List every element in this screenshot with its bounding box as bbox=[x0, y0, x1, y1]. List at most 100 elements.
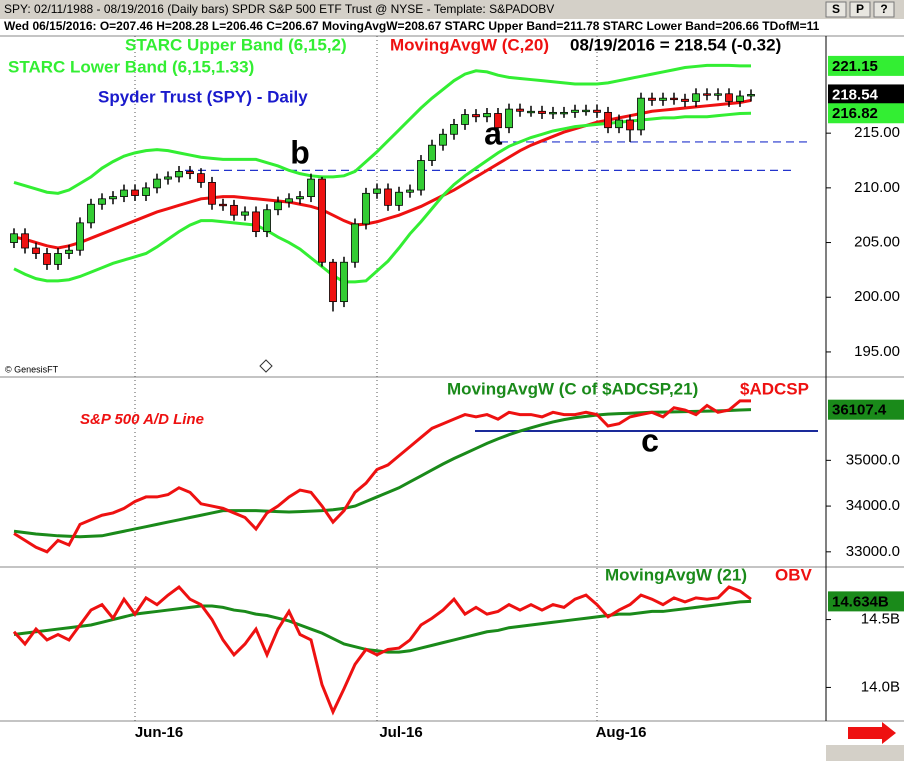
legend-entry: OBV bbox=[775, 565, 813, 584]
info-line: Wed 06/15/2016: O=207.46 H=208.28 L=206.… bbox=[4, 19, 820, 33]
candle-body bbox=[76, 222, 84, 251]
y-tick-label: 14.0B bbox=[861, 678, 900, 695]
candle-body bbox=[208, 181, 216, 205]
candle-body bbox=[296, 196, 304, 200]
candle-body bbox=[527, 110, 535, 114]
candle-body bbox=[65, 249, 73, 254]
y-tick-label: 210.00 bbox=[854, 179, 900, 196]
candle-body bbox=[395, 191, 403, 206]
series-line bbox=[13, 599, 752, 654]
candle-body bbox=[703, 93, 711, 96]
y-tick-label: 195.00 bbox=[854, 343, 900, 360]
candle-body bbox=[637, 97, 645, 131]
candle-body bbox=[593, 109, 601, 113]
candle-body bbox=[670, 97, 678, 101]
candle-body bbox=[164, 176, 172, 180]
end-label: 216.82 bbox=[832, 105, 878, 122]
top-line: SPY: 02/11/1988 - 08/19/2016 (Daily bars… bbox=[4, 2, 554, 16]
chart-title: S&P 500 A/D Line bbox=[80, 411, 204, 428]
candle-body bbox=[186, 171, 194, 175]
candle-body bbox=[681, 98, 689, 102]
candle-body bbox=[483, 113, 491, 118]
series-line bbox=[13, 399, 751, 554]
candle-body bbox=[626, 119, 634, 131]
y-tick-label: 215.00 bbox=[854, 124, 900, 141]
candle-body bbox=[109, 196, 117, 200]
candle-body bbox=[406, 189, 414, 193]
button-label: S bbox=[832, 2, 840, 16]
band-line bbox=[13, 63, 751, 195]
candle-body bbox=[10, 233, 18, 243]
candle-body bbox=[417, 160, 425, 191]
y-tick-label: 35000.0 bbox=[846, 451, 900, 468]
legend-entry: MovingAvgW (21) bbox=[605, 565, 747, 584]
end-label: 218.54 bbox=[832, 86, 879, 103]
legend-entry: STARC Lower Band (6,15,1.33) bbox=[8, 57, 254, 76]
series-line bbox=[13, 408, 752, 539]
candle-body bbox=[373, 188, 381, 194]
candle-body bbox=[494, 113, 502, 129]
band-line bbox=[13, 98, 752, 250]
y-tick-label: 33000.0 bbox=[846, 543, 900, 560]
candle-body bbox=[252, 211, 260, 233]
candle-body bbox=[648, 97, 656, 101]
candle-body bbox=[219, 203, 227, 207]
scroll-arrow[interactable] bbox=[848, 722, 896, 744]
button-label: P bbox=[856, 2, 864, 16]
candle-body bbox=[450, 124, 458, 135]
candle-body bbox=[362, 192, 370, 225]
candle-body bbox=[560, 111, 568, 115]
candle-body bbox=[549, 111, 557, 115]
end-label-box bbox=[828, 55, 904, 76]
y-tick-label: 200.00 bbox=[854, 288, 900, 305]
candle-body bbox=[428, 144, 436, 161]
button[interactable] bbox=[825, 1, 847, 18]
button[interactable] bbox=[849, 1, 871, 18]
end-label-box bbox=[828, 103, 904, 124]
candle-body bbox=[241, 211, 249, 216]
candle-body bbox=[263, 209, 271, 233]
annotation: c bbox=[641, 422, 659, 458]
candle-body bbox=[131, 189, 139, 196]
candle-body bbox=[725, 93, 733, 102]
candle-body bbox=[351, 223, 359, 263]
candle-body bbox=[318, 178, 326, 263]
candle-body bbox=[604, 111, 612, 129]
annotation: a bbox=[484, 115, 502, 151]
legend-entry: MovingAvgW (C,20) bbox=[390, 35, 549, 54]
candle-body bbox=[538, 110, 546, 114]
x-tick-label: Jul-16 bbox=[379, 724, 422, 741]
candle-body bbox=[274, 201, 282, 211]
annotation: b bbox=[290, 134, 310, 170]
end-label-box bbox=[828, 399, 904, 420]
candle-body bbox=[615, 119, 623, 129]
button[interactable] bbox=[873, 1, 895, 18]
legend-entry: STARC Upper Band (6,15,2) bbox=[125, 35, 347, 54]
candle-body bbox=[197, 173, 205, 183]
y-tick-label: 205.00 bbox=[854, 234, 900, 251]
candle-body bbox=[87, 203, 95, 224]
x-tick-label: Aug-16 bbox=[596, 724, 647, 741]
candle-body bbox=[571, 109, 579, 113]
legend-entry: MovingAvgW (C of $ADCSP,21) bbox=[447, 379, 698, 398]
end-label-box bbox=[828, 84, 904, 105]
candle-body bbox=[142, 187, 150, 196]
candle-body bbox=[439, 133, 447, 146]
candle-body bbox=[714, 93, 722, 96]
y-tick-label: 34000.0 bbox=[846, 497, 900, 514]
candle-body bbox=[692, 93, 700, 102]
chart-title: Spyder Trust (SPY) - Daily bbox=[98, 87, 308, 106]
series-line bbox=[12, 584, 752, 716]
candle-body bbox=[384, 188, 392, 206]
candle-body bbox=[120, 189, 128, 198]
watermark: © GenesisFT bbox=[5, 364, 59, 374]
candle-body bbox=[505, 108, 513, 129]
title-bar bbox=[0, 0, 904, 19]
candle-body bbox=[175, 171, 183, 178]
candle-body bbox=[736, 95, 744, 102]
y-tick-label: 14.5B bbox=[861, 611, 900, 628]
end-label: 14.634B bbox=[832, 593, 889, 610]
candle-body bbox=[329, 261, 337, 303]
